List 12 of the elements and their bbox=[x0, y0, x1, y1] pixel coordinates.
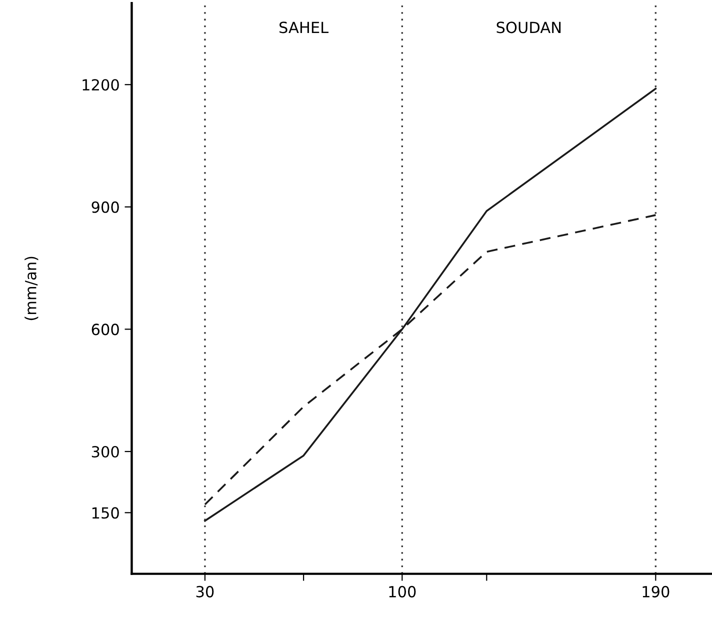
x-tick-label: 30 bbox=[196, 586, 214, 598]
x-tick-label: 100 bbox=[389, 586, 416, 598]
x-tick-label: 190 bbox=[642, 586, 670, 598]
y-tick-label: 600 bbox=[92, 324, 119, 336]
annotation: SOUDAN bbox=[496, 22, 561, 34]
y-axis-title: (mm/an) bbox=[24, 256, 38, 320]
y-tick-label: 150 bbox=[92, 507, 119, 519]
y-tick-label: 900 bbox=[92, 201, 119, 213]
annotation: SAHEL bbox=[280, 22, 329, 34]
y-tick-label: 1200 bbox=[82, 79, 119, 91]
line-series bbox=[204, 88, 657, 522]
y-tick-label: 300 bbox=[92, 446, 119, 458]
